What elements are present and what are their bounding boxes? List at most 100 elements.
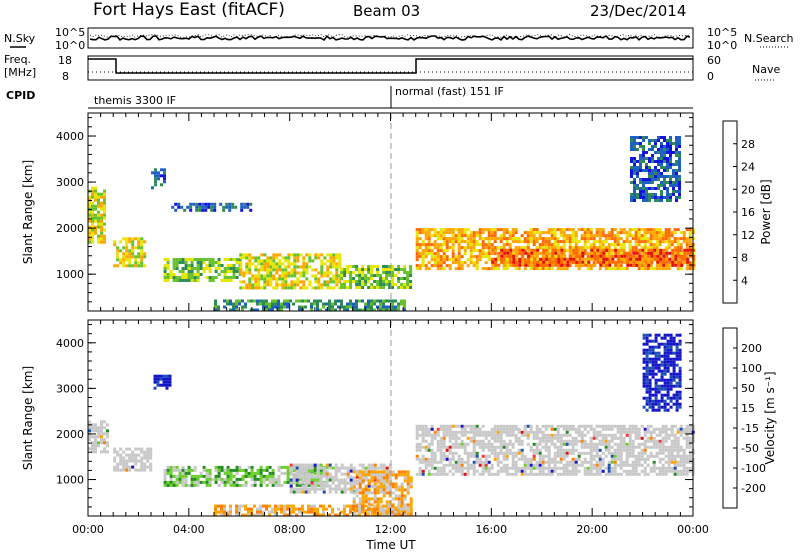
heatmap-cell: [187, 276, 191, 279]
heatmap-cell: [301, 466, 305, 470]
heatmap-cell: [469, 466, 473, 470]
heatmap-cell: [322, 469, 326, 473]
heatmap-cell: [466, 451, 470, 455]
heatmap-cell: [481, 240, 485, 244]
heatmap-cell: [97, 195, 100, 199]
heatmap-cell: [490, 243, 494, 247]
heatmap-cell: [436, 469, 440, 473]
heatmap-cell: [265, 468, 269, 472]
heatmap-cell: [157, 174, 160, 178]
heatmap-cell: [349, 280, 353, 283]
heatmap-cell: [469, 234, 473, 238]
heatmap-cell: [388, 286, 392, 289]
heatmap-cell: [283, 510, 286, 514]
heatmap-cell: [367, 268, 371, 271]
heatmap-cell: [499, 240, 503, 244]
heatmap-cell: [457, 234, 461, 238]
heatmap-cell: [529, 460, 533, 464]
heatmap-cell: [496, 258, 500, 262]
heatmap-cell: [352, 305, 355, 309]
heatmap-cell: [301, 472, 305, 476]
heatmap-cell: [370, 473, 374, 477]
heatmap-cell: [538, 427, 542, 431]
heatmap-cell: [611, 248, 615, 252]
heatmap-cell: [91, 219, 94, 223]
heatmap-cell: [355, 482, 359, 486]
heatmap-cell: [277, 483, 281, 487]
heatmap-cell: [409, 506, 413, 510]
heatmap-cell: [385, 473, 389, 477]
heatmap-cell: [544, 460, 548, 464]
heatmap-cell: [214, 510, 217, 514]
heatmap-cell: [361, 488, 365, 492]
heatmap-cell: [649, 234, 653, 238]
heatmap-cell: [514, 228, 518, 232]
heatmap-cell: [673, 463, 677, 467]
heatmap-cell: [651, 196, 654, 199]
heatmap-cell: [320, 286, 324, 290]
heatmap-cell: [263, 262, 267, 266]
heatmap-cell: [187, 273, 191, 276]
heatmap-cell: [235, 483, 239, 487]
heatmap-cell: [210, 208, 214, 212]
heatmap-cell: [661, 267, 665, 271]
heatmap-cell: [484, 237, 488, 241]
heatmap-cell: [580, 442, 584, 446]
heatmap-cell: [262, 302, 265, 306]
heatmap-cell: [661, 445, 665, 449]
heatmap-cell: [682, 240, 686, 244]
heatmap-cell: [234, 205, 238, 209]
heatmap-cell: [149, 450, 153, 454]
heatmap-cell: [610, 237, 614, 241]
heatmap-cell: [478, 439, 482, 443]
heatmap-cell: [647, 263, 651, 267]
heatmap-cell: [673, 228, 677, 232]
heatmap-cell: [640, 228, 644, 232]
heatmap-cell: [266, 277, 270, 281]
heatmap-cell: [263, 283, 267, 287]
heatmap-cell: [523, 463, 527, 467]
heatmap-cell: [515, 254, 519, 258]
heatmap-cell: [656, 257, 660, 261]
heatmap-cell: [648, 339, 652, 343]
heatmap-cell: [518, 248, 522, 252]
heatmap-cell: [100, 240, 103, 244]
heatmap-cell: [427, 267, 431, 271]
heatmap-cell: [499, 466, 503, 470]
heatmap-cell: [547, 445, 551, 449]
heatmap-cell: [469, 240, 473, 244]
heatmap-cell: [598, 246, 602, 250]
heatmap-cell: [671, 251, 675, 255]
heatmap-cell: [358, 277, 362, 280]
heatmap-cell: [678, 157, 681, 160]
heatmap-cell: [634, 430, 638, 434]
heatmap-cell: [670, 231, 674, 235]
heatmap-cell: [538, 261, 542, 265]
heatmap-cell: [625, 430, 629, 434]
heatmap-cell: [268, 302, 271, 306]
heatmap-cell: [688, 442, 692, 446]
heatmap-cell: [656, 260, 660, 264]
heatmap-cell: [607, 267, 611, 271]
heatmap-cell: [475, 264, 479, 268]
heatmap-cell: [301, 469, 305, 473]
heatmap-cell: [298, 466, 302, 470]
heatmap-cell: [675, 148, 678, 151]
heatmap-cell: [652, 234, 656, 238]
heatmap-cell: [293, 259, 297, 263]
heatmap-cell: [421, 454, 425, 458]
heatmap-cell: [544, 246, 548, 250]
heatmap-cell: [493, 472, 497, 476]
heatmap-cell: [508, 424, 512, 428]
heatmap-cell: [657, 136, 660, 139]
heatmap-cell: [487, 255, 491, 259]
heatmap-cell: [388, 472, 392, 476]
heatmap-cell: [226, 468, 230, 472]
heatmap-cell: [636, 166, 639, 169]
heatmap-cell: [556, 448, 560, 452]
heatmap-cell: [574, 427, 578, 431]
heatmap-cell: [666, 181, 669, 184]
heatmap-cell: [502, 255, 506, 259]
heatmap-cell: [442, 424, 446, 428]
heatmap-cell: [292, 510, 295, 514]
